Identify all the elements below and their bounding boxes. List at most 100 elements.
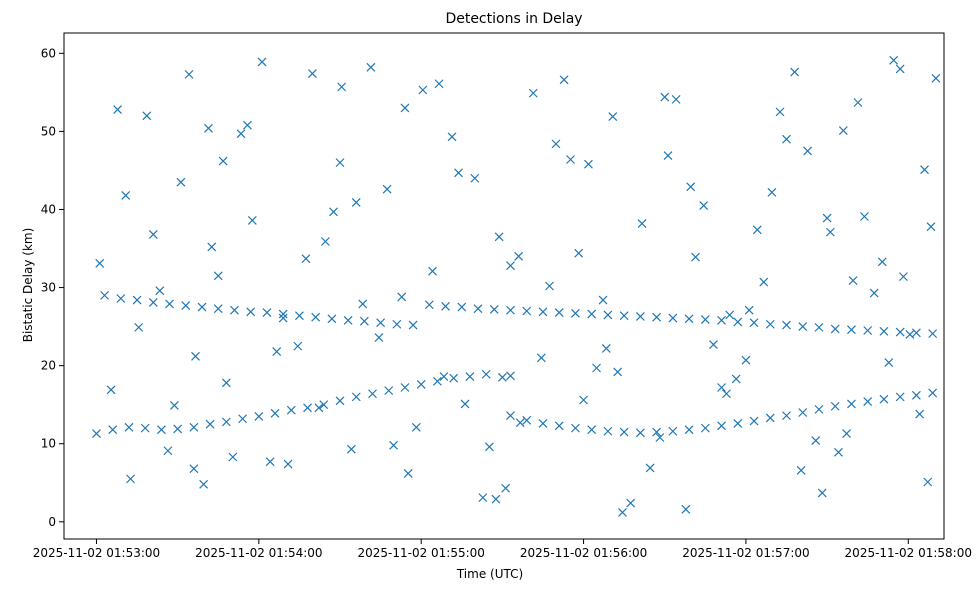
data-point: [528, 88, 538, 98]
data-point: [603, 426, 613, 436]
data-point: [895, 327, 905, 337]
data-point: [838, 126, 848, 136]
data-point: [709, 340, 718, 349]
data-point: [400, 383, 410, 392]
y-axis: 0 10 20 30 40 50 60: [41, 46, 64, 529]
data-point: [411, 422, 421, 432]
data-point: [579, 395, 588, 405]
data-point: [374, 333, 384, 342]
data-point: [307, 69, 317, 79]
data-point: [538, 307, 548, 317]
data-point: [731, 374, 741, 384]
data-point: [335, 158, 345, 168]
x-tick-label: 2025-11-02 01:56:00: [520, 546, 647, 560]
data-point: [551, 139, 561, 149]
data-point: [847, 399, 856, 409]
data-point: [741, 355, 751, 365]
data-point: [301, 254, 311, 264]
data-point: [860, 212, 869, 221]
data-point: [559, 75, 569, 85]
data-point: [270, 408, 280, 418]
data-point: [671, 94, 681, 104]
data-point: [283, 459, 293, 469]
data-point: [700, 315, 710, 325]
x-tick-label: 2025-11-02 01:58:00: [845, 546, 972, 560]
data-point: [848, 276, 858, 285]
data-point: [545, 281, 554, 291]
data-point: [571, 308, 580, 318]
y-axis-label: Bistatic Delay (km): [21, 228, 35, 343]
data-point: [148, 297, 158, 307]
data-point: [343, 315, 353, 325]
data-point: [181, 301, 191, 310]
data-point: [684, 425, 694, 435]
data-point: [134, 322, 144, 332]
data-point: [752, 225, 762, 235]
data-point: [652, 427, 662, 437]
data-point: [613, 367, 623, 377]
data-point: [522, 415, 532, 425]
data-point: [433, 376, 442, 386]
data-point: [725, 310, 735, 320]
data-point: [439, 372, 449, 382]
data-point: [717, 315, 726, 325]
data-point: [221, 417, 231, 427]
data-point: [884, 358, 894, 367]
data-point: [660, 92, 670, 102]
data-point: [329, 207, 338, 217]
data-point: [293, 341, 303, 351]
data-point: [155, 286, 165, 296]
data-point: [700, 423, 710, 433]
data-point: [262, 308, 272, 317]
data-point: [691, 252, 701, 262]
data-point: [830, 324, 840, 334]
data-point: [173, 424, 183, 434]
y-tick-label: 20: [41, 359, 56, 373]
data-point: [923, 477, 933, 487]
data-point: [889, 55, 899, 65]
data-point: [684, 314, 694, 324]
data-point: [681, 504, 691, 514]
data-point: [246, 307, 256, 317]
data-point: [236, 129, 246, 139]
data-point: [254, 411, 264, 421]
data-point: [668, 426, 678, 436]
data-point: [449, 373, 459, 383]
data-point: [184, 69, 194, 79]
data-point: [514, 251, 524, 261]
data-point: [447, 132, 457, 142]
data-point: [847, 325, 856, 335]
data-point: [403, 468, 413, 478]
data-point: [587, 309, 597, 319]
data-point: [494, 232, 504, 242]
data-point: [601, 344, 611, 353]
y-tick-label: 30: [41, 281, 56, 295]
data-point: [717, 421, 726, 431]
data-point: [571, 423, 580, 433]
data-point: [484, 442, 494, 452]
data-point: [626, 498, 636, 508]
data-point: [822, 213, 832, 223]
data-point: [303, 403, 312, 413]
data-point: [197, 302, 207, 312]
data-point: [156, 425, 166, 435]
data-point: [635, 312, 645, 321]
plot-frame: [63, 32, 945, 540]
data-point: [213, 304, 223, 314]
data-point: [928, 388, 938, 398]
data-point: [416, 379, 426, 389]
data-point: [176, 177, 186, 187]
data-point: [515, 418, 525, 428]
x-tick-label: 2025-11-02 01:57:00: [682, 546, 809, 560]
x-axis: 2025-11-02 01:53:00 2025-11-02 01:54:00 20…: [33, 539, 972, 560]
data-point: [635, 428, 645, 438]
data-point: [798, 408, 808, 417]
data-point: [320, 237, 330, 246]
data-point: [699, 201, 709, 210]
data-point: [294, 311, 304, 321]
data-point: [221, 378, 231, 388]
data-point: [397, 292, 407, 302]
data-point: [803, 146, 813, 156]
data-point: [189, 422, 199, 432]
data-point: [95, 258, 105, 268]
